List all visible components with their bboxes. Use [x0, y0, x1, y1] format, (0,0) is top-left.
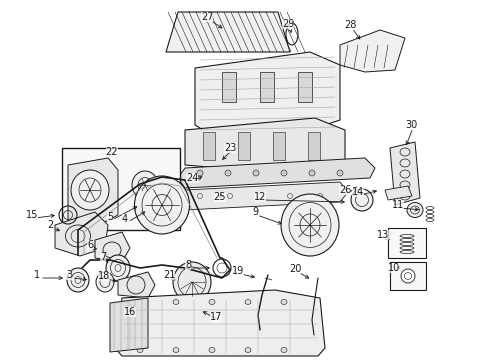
Bar [387, 228, 425, 258]
Ellipse shape [197, 170, 203, 176]
Ellipse shape [350, 189, 372, 211]
Polygon shape [68, 158, 118, 222]
Polygon shape [95, 232, 130, 262]
Polygon shape [115, 290, 325, 356]
Polygon shape [178, 158, 374, 188]
Text: 30: 30 [404, 120, 416, 130]
Polygon shape [165, 12, 289, 52]
Ellipse shape [281, 347, 286, 352]
Text: 1: 1 [34, 270, 40, 280]
Bar [260, 72, 273, 102]
Ellipse shape [132, 171, 158, 199]
Polygon shape [110, 298, 148, 352]
Text: 7: 7 [100, 252, 106, 262]
Bar [62, 148, 180, 230]
Text: 13: 13 [376, 230, 388, 240]
Text: 12: 12 [253, 192, 265, 202]
Ellipse shape [173, 262, 210, 302]
Text: 23: 23 [224, 143, 236, 153]
Ellipse shape [244, 300, 250, 305]
Ellipse shape [208, 300, 215, 305]
Text: 27: 27 [201, 12, 213, 22]
Text: 20: 20 [288, 264, 301, 274]
Polygon shape [184, 118, 345, 175]
Polygon shape [389, 142, 419, 205]
Text: 17: 17 [209, 312, 222, 322]
Text: 15: 15 [26, 210, 38, 220]
Text: 25: 25 [213, 192, 226, 202]
Text: 6: 6 [87, 240, 93, 250]
Polygon shape [118, 272, 155, 298]
Ellipse shape [281, 300, 286, 305]
Ellipse shape [336, 170, 342, 176]
Ellipse shape [137, 300, 142, 305]
Ellipse shape [67, 268, 89, 292]
Bar [238, 132, 249, 160]
Ellipse shape [96, 272, 114, 292]
Polygon shape [178, 182, 347, 210]
Bar [222, 72, 236, 102]
Bar [297, 72, 311, 102]
Text: 26: 26 [338, 185, 350, 195]
Ellipse shape [173, 347, 179, 352]
Ellipse shape [244, 347, 250, 352]
Text: 22: 22 [105, 147, 118, 157]
Ellipse shape [173, 300, 179, 305]
Polygon shape [339, 30, 404, 72]
Text: 14: 14 [351, 187, 364, 197]
Ellipse shape [281, 170, 286, 176]
Text: 10: 10 [387, 263, 399, 273]
Text: 19: 19 [231, 266, 244, 276]
Text: 5: 5 [107, 212, 113, 222]
Bar [389, 262, 425, 290]
Bar [272, 132, 285, 160]
Text: 3: 3 [66, 270, 72, 280]
Text: 2: 2 [47, 220, 53, 230]
Text: 11: 11 [391, 200, 403, 210]
Ellipse shape [106, 255, 130, 281]
Text: 4: 4 [122, 214, 128, 224]
Ellipse shape [208, 347, 215, 352]
Ellipse shape [406, 202, 422, 217]
Bar [307, 132, 319, 160]
Text: 29: 29 [281, 19, 294, 29]
Ellipse shape [137, 347, 142, 352]
Polygon shape [195, 52, 339, 140]
Text: 21: 21 [163, 270, 175, 280]
Text: 8: 8 [184, 260, 191, 270]
Text: 16: 16 [123, 307, 136, 317]
Ellipse shape [252, 170, 259, 176]
Polygon shape [55, 212, 108, 256]
Ellipse shape [71, 170, 109, 210]
Bar [203, 132, 215, 160]
Polygon shape [384, 186, 411, 200]
Ellipse shape [134, 176, 189, 234]
Ellipse shape [281, 194, 338, 256]
Text: 24: 24 [185, 173, 198, 183]
Text: 9: 9 [251, 207, 258, 217]
Ellipse shape [224, 170, 230, 176]
Text: 18: 18 [98, 271, 110, 281]
Ellipse shape [308, 170, 314, 176]
Text: 28: 28 [343, 20, 355, 30]
